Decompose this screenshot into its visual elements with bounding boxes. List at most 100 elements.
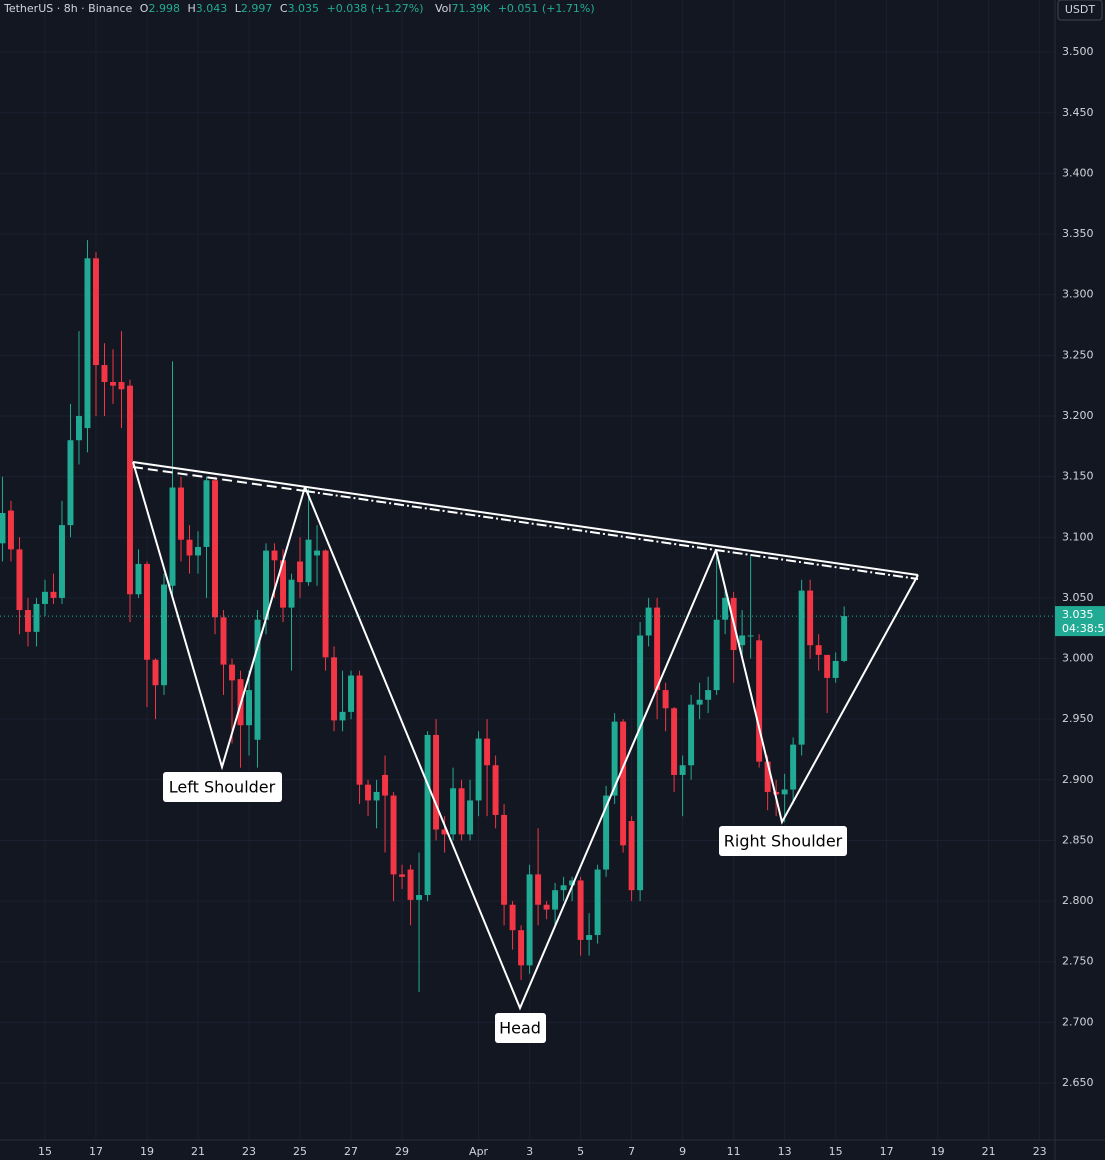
y-tick-label: 3.250 — [1062, 348, 1094, 361]
candle-body — [645, 607, 652, 636]
candle-body — [492, 765, 499, 815]
countdown-label: 04:38:58 — [1062, 622, 1105, 635]
label-box — [719, 826, 847, 856]
candle-body — [220, 617, 227, 665]
candle-body — [509, 904, 516, 931]
candle-body — [365, 784, 372, 801]
candle-body — [781, 789, 788, 795]
right-shoulder-line — [715, 549, 919, 825]
y-tick-label: 2.800 — [1062, 894, 1094, 907]
candle-body — [288, 579, 295, 608]
candle-body — [628, 821, 635, 891]
candle-body — [41, 591, 48, 604]
candle-body — [594, 869, 601, 936]
candle-body — [416, 895, 423, 900]
last-price-label: 3.035 — [1062, 608, 1094, 621]
candle-body — [679, 765, 686, 775]
candle-body — [603, 795, 610, 870]
candle-body — [16, 549, 23, 611]
candle-body — [424, 734, 431, 896]
x-tick-label: 9 — [679, 1145, 686, 1158]
candle-body — [339, 711, 346, 721]
y-tick-label: 2.950 — [1062, 712, 1094, 725]
y-tick-label: 3.400 — [1062, 166, 1094, 179]
y-tick-label: 2.700 — [1062, 1015, 1094, 1028]
y-tick-label: 3.150 — [1062, 470, 1094, 483]
candle-body — [569, 880, 576, 886]
open: 2.998 — [148, 2, 180, 15]
annotation: Right Shoulder — [724, 832, 843, 851]
candle-body — [790, 744, 797, 790]
candle-body — [526, 874, 533, 966]
x-tick-label: 23 — [1033, 1145, 1047, 1158]
candle-body — [586, 935, 593, 940]
annotation: Left Shoulder — [169, 778, 276, 797]
high: 3.043 — [196, 2, 228, 15]
candle-body — [356, 675, 363, 785]
o-label: O — [140, 2, 149, 15]
currency-label[interactable]: USDT — [1065, 3, 1096, 16]
neckline — [132, 461, 919, 576]
candle-body — [705, 690, 712, 700]
candle-body — [841, 616, 848, 661]
vol-label: Vol — [435, 2, 451, 15]
y-tick-label: 2.850 — [1062, 833, 1094, 846]
candle-body — [407, 869, 414, 900]
y-tick-label: 3.450 — [1062, 106, 1094, 119]
candle-body — [441, 829, 448, 835]
candle-body — [305, 539, 312, 583]
candle-body — [654, 607, 661, 691]
close: 3.035 — [288, 2, 320, 15]
candle-body — [246, 690, 252, 726]
candle-body — [552, 890, 559, 910]
volume: 71.39K — [451, 2, 490, 15]
y-tick-label: 2.650 — [1062, 1076, 1094, 1089]
candle-body — [620, 721, 627, 846]
currency-box[interactable] — [1057, 0, 1103, 21]
x-tick-label: 13 — [778, 1145, 792, 1158]
candle-body — [739, 635, 746, 646]
y-tick-label: 3.200 — [1062, 409, 1094, 422]
candle-body — [144, 563, 150, 660]
candle-body — [101, 365, 108, 383]
candle-body — [382, 774, 389, 796]
candle-body — [331, 657, 338, 721]
candle-body — [297, 561, 304, 583]
x-tick-label: 27 — [344, 1145, 358, 1158]
candle-body — [33, 603, 40, 632]
candle-body — [458, 788, 465, 835]
x-tick-label: 7 — [628, 1145, 635, 1158]
candle-body — [671, 708, 678, 775]
candle-body — [212, 480, 218, 618]
head-line — [304, 486, 717, 1011]
x-tick-label: 17 — [880, 1145, 894, 1158]
candle-body — [611, 721, 618, 796]
pattern-drawing — [132, 461, 919, 1011]
annotation-head: Head — [495, 1013, 546, 1043]
x-tick-label: Apr — [469, 1145, 489, 1158]
candle-body — [67, 440, 74, 526]
candle-body — [0, 513, 6, 544]
x-tick-label: 21 — [982, 1145, 996, 1158]
candle-body — [756, 640, 763, 762]
candle-body — [832, 660, 839, 678]
annotation: Head — [499, 1019, 541, 1038]
candle-body — [50, 591, 57, 598]
y-tick-label: 3.050 — [1062, 591, 1094, 604]
candle-body — [560, 885, 567, 891]
last-price-tag — [1055, 606, 1105, 637]
candle-body — [24, 610, 31, 632]
x-tick-label: 29 — [395, 1145, 409, 1158]
axes-layer: 2.650 2.700 2.750 2.800 2.850 2.900 2.950 3.000… — [38, 45, 1105, 1158]
candle-body — [696, 699, 703, 705]
candle-body — [263, 550, 269, 620]
candle-body — [280, 560, 287, 608]
l-label: L — [235, 2, 242, 15]
x-tick-label: 5 — [577, 1145, 584, 1158]
vol-change: +0.051 (+1.71%) — [498, 2, 595, 15]
x-tick-label: 25 — [293, 1145, 307, 1158]
x-tick-label: 11 — [727, 1145, 741, 1158]
candle-body — [450, 788, 457, 835]
candle-body — [84, 258, 91, 429]
